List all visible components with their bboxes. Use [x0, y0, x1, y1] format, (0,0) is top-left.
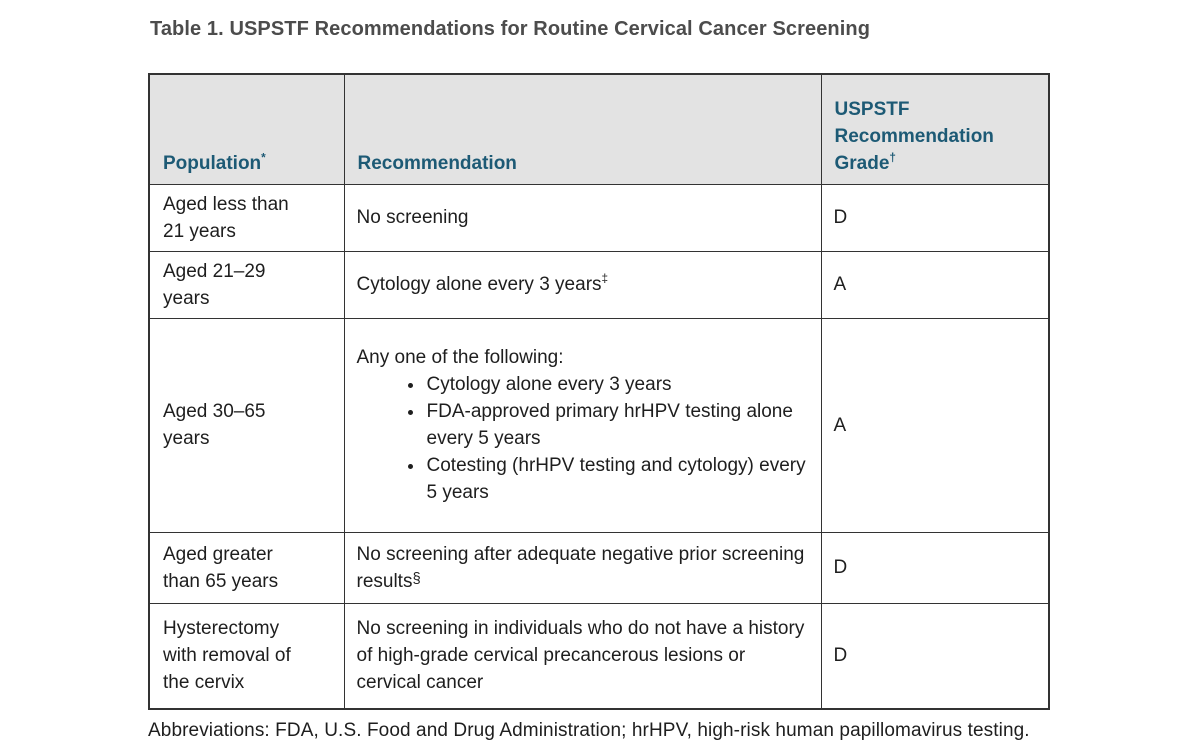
table-row: Aged greater than 65 years No screening …	[148, 531, 1050, 604]
table-row: Aged less than 21 years No screening D	[148, 183, 1050, 252]
recommendation-footnote-mark: ‡	[601, 272, 609, 286]
grade-cell: D	[820, 183, 1050, 252]
table-row: Aged 21–29 years Cytology alone every 3 …	[148, 250, 1050, 319]
recommendation-cell: Any one of the following: Cytology alone…	[343, 317, 822, 533]
recommendation-cell: Cytology alone every 3 years‡	[343, 250, 822, 319]
recommendation-cell: No screening after adequate negative pri…	[343, 531, 822, 604]
population-cell: Aged greater than 65 years	[148, 531, 345, 604]
header-grade: USPSTF Recommendation Grade†	[820, 73, 1050, 185]
recommendation-footnote-mark: §	[412, 570, 421, 587]
recommendation-bullet: Cytology alone every 3 years	[425, 371, 807, 398]
grade-cell: A	[820, 250, 1050, 319]
header-population-footnote-mark: *	[261, 151, 266, 165]
grade-cell: A	[820, 317, 1050, 533]
grade-cell: D	[820, 602, 1050, 710]
table-row: Hysterectomy with removal of the cervix …	[148, 602, 1050, 710]
table-header: Population* Recommendation USPSTF Recomm…	[148, 73, 1050, 185]
recommendation-cell: No screening in individuals who do not h…	[343, 602, 822, 710]
recommendation-intro: Any one of the following:	[356, 347, 564, 368]
recommendation-bullet: Cotesting (hrHPV testing and cytology) e…	[425, 452, 807, 506]
table-row: Aged 30–65 years Any one of the followin…	[148, 317, 1050, 533]
header-row: Population* Recommendation USPSTF Recomm…	[148, 73, 1050, 185]
grade-cell: D	[820, 531, 1050, 604]
table-body: Aged less than 21 years No screening D A…	[148, 183, 1050, 710]
population-cell: Hysterectomy with removal of the cervix	[148, 602, 345, 710]
population-cell: Aged 21–29 years	[148, 250, 345, 319]
uspstf-recommendations-table: Population* Recommendation USPSTF Recomm…	[148, 73, 1050, 710]
recommendation-text: No screening after adequate negative pri…	[356, 543, 805, 592]
recommendation-text: Cytology alone every 3 years	[356, 274, 602, 295]
header-population: Population*	[148, 73, 345, 185]
recommendation-text: No screening in individuals who do not h…	[356, 618, 805, 694]
table-title: Table 1. USPSTF Recommendations for Rout…	[150, 18, 871, 40]
abbreviations-footnote: Abbreviations: FDA, U.S. Food and Drug A…	[148, 720, 1030, 741]
header-grade-label: USPSTF Recommendation Grade	[834, 98, 994, 174]
document-page: Table 1. USPSTF Recommendations for Rout…	[148, 14, 1058, 745]
header-recommendation: Recommendation	[343, 73, 822, 185]
recommendation-cell: No screening	[343, 183, 822, 252]
header-population-label: Population	[163, 152, 262, 174]
population-cell: Aged less than 21 years	[148, 183, 345, 252]
recommendation-bullet-list: Cytology alone every 3 years FDA-approve…	[357, 371, 807, 506]
recommendation-bullet: FDA-approved primary hrHPV testing alone…	[425, 398, 807, 452]
population-cell: Aged 30–65 years	[148, 317, 345, 533]
header-recommendation-label: Recommendation	[357, 152, 517, 174]
header-grade-footnote-mark: †	[889, 151, 896, 165]
recommendation-text: No screening	[356, 207, 469, 228]
